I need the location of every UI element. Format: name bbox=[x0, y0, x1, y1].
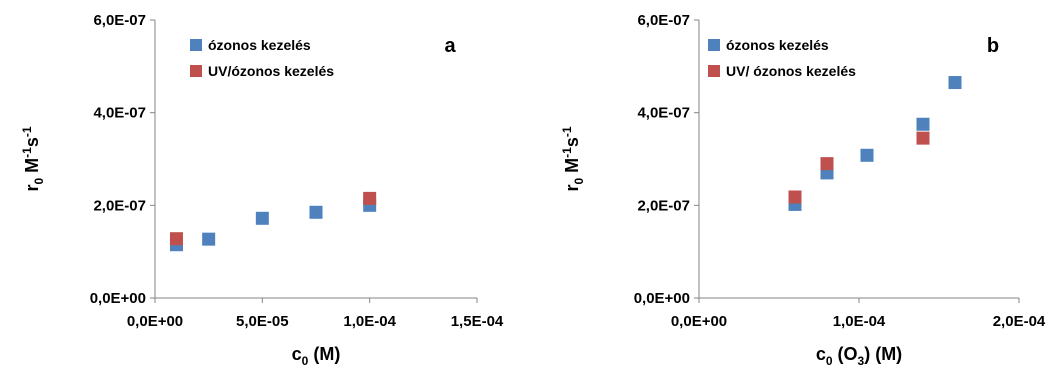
x-axis-title: c0 (O3) (M) bbox=[816, 344, 902, 367]
data-point bbox=[255, 211, 269, 225]
y-tick-label: 2,0E-07 bbox=[93, 197, 146, 214]
chart-panel-b: 0,0E+00 2,0E-07 4,0E-07 6,0E-07 0,0E+00 1,0E-… bbox=[560, 12, 1046, 367]
data-point bbox=[916, 117, 930, 131]
panel-label: b bbox=[987, 35, 999, 57]
legend-entry: ózonos kezelés bbox=[208, 37, 311, 53]
data-point bbox=[948, 76, 962, 90]
legend-entry: UV/ózonos kezelés bbox=[208, 63, 334, 79]
y-axis-title: r0 M-1s-1 bbox=[560, 126, 586, 191]
data-point bbox=[363, 191, 377, 205]
y-tick-label: 0,0E+00 bbox=[634, 290, 690, 307]
data-point bbox=[202, 232, 216, 246]
legend-marker bbox=[190, 39, 202, 51]
data-point bbox=[788, 190, 802, 204]
y-axis-title: r0 M-1s-1 bbox=[20, 126, 46, 191]
data-point bbox=[309, 205, 323, 219]
x-tick-label: 0,0E+00 bbox=[127, 313, 183, 330]
data-point bbox=[860, 148, 874, 162]
x-tick-label: 0,0E+00 bbox=[671, 313, 727, 330]
legend-entry: ózonos kezelés bbox=[726, 37, 829, 53]
y-tick-label: 2,0E-07 bbox=[637, 197, 690, 214]
y-tick-label: 6,0E-07 bbox=[93, 12, 146, 29]
chart-panel-a: 0,0E+00 2,0E-07 4,0E-07 6,0E-07 0,0E+00 5,0E-… bbox=[20, 12, 504, 367]
y-tick-label: 6,0E-07 bbox=[637, 12, 690, 29]
x-axis-title: c0 (M) bbox=[292, 344, 341, 367]
x-tick-label: 1,0E-04 bbox=[343, 313, 396, 330]
legend-marker bbox=[708, 39, 720, 51]
data-point bbox=[169, 232, 183, 246]
y-tick-label: 4,0E-07 bbox=[93, 105, 146, 122]
legend-entry: UV/ ózonos kezelés bbox=[726, 63, 856, 79]
x-tick-label: 1,0E-04 bbox=[833, 313, 886, 330]
legend-marker bbox=[190, 65, 202, 77]
y-tick-label: 4,0E-07 bbox=[637, 105, 690, 122]
y-tick-label: 0,0E+00 bbox=[90, 290, 146, 307]
legend-marker bbox=[708, 65, 720, 77]
panel-label: a bbox=[444, 35, 456, 57]
x-tick-label: 1,5E-04 bbox=[451, 313, 504, 330]
x-tick-label: 2,0E-04 bbox=[993, 313, 1046, 330]
data-point bbox=[820, 157, 834, 171]
x-tick-label: 5,0E-05 bbox=[236, 313, 289, 330]
data-point bbox=[916, 131, 930, 145]
